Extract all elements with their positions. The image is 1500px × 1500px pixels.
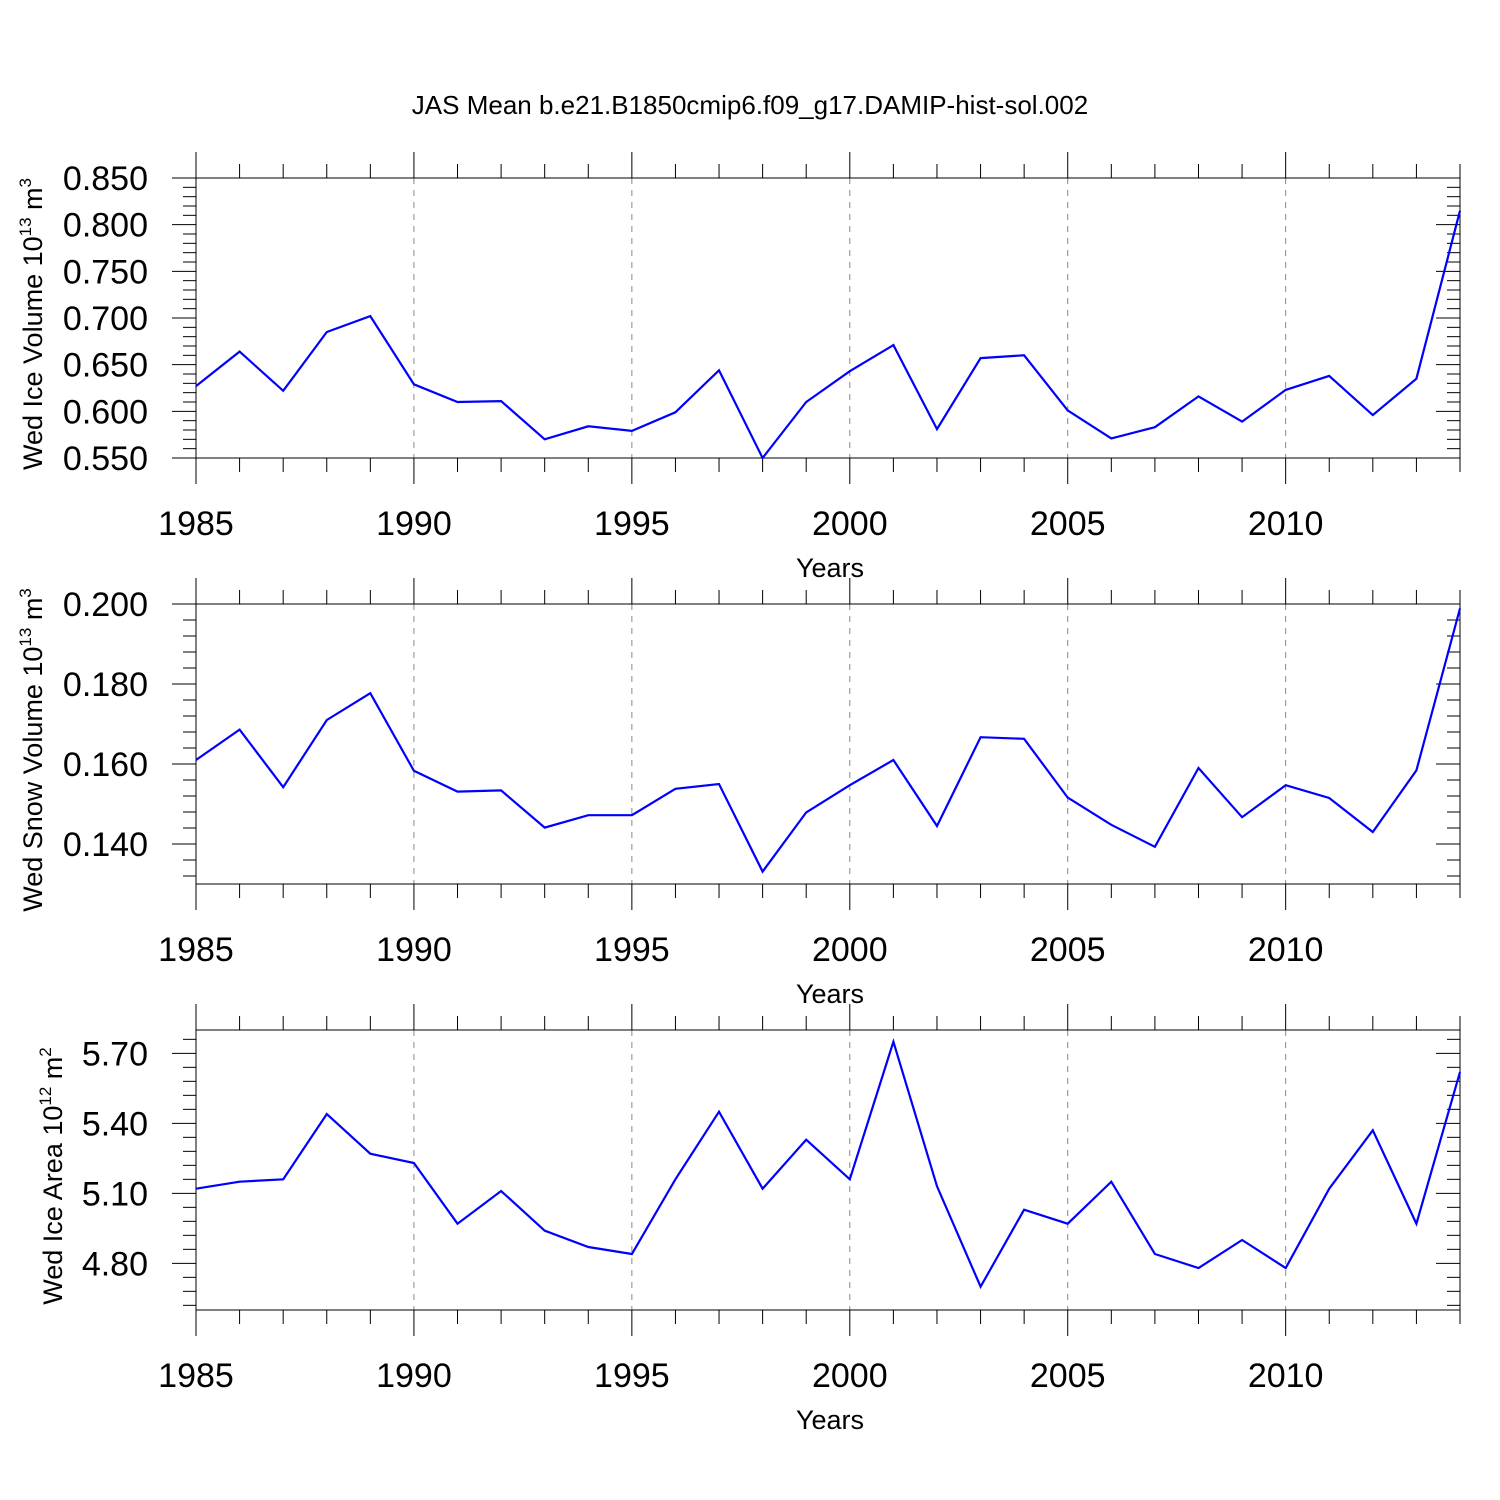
- x-tick-label: 1985: [158, 505, 234, 543]
- y-axis-label-unit: m: [18, 187, 48, 217]
- y-tick-label: 0.550: [63, 440, 148, 478]
- chart-panel-2: 0.140 0.160 0.180 0.200 1985 1990 1995 2000 2005…: [16, 578, 1462, 1009]
- y-tick-label: 0.700: [63, 300, 148, 338]
- x-tick-label: 1995: [594, 505, 670, 543]
- y-axis-label: Wed Ice Volume 1013 m3: [16, 178, 48, 470]
- x-tick-label: 2000: [812, 1357, 888, 1395]
- panels: 0.550 0.600 0.650 0.700 0.750 0.800 0.850 1985 1…: [16, 152, 1462, 1435]
- x-tick-label: 2010: [1248, 1357, 1324, 1395]
- x-tick-label: 1985: [158, 931, 234, 969]
- y-tick-label: 0.650: [63, 347, 148, 385]
- y-tick-label: 0.200: [63, 586, 148, 624]
- y-tick-label: 4.80: [82, 1245, 148, 1283]
- x-tick-label: 2010: [1248, 931, 1324, 969]
- x-tick-label: 1990: [376, 505, 452, 543]
- x-tick-label: 2005: [1030, 1357, 1106, 1395]
- y-axis-label-exponent: 12: [36, 1087, 55, 1106]
- plot-frame: [195, 1029, 1461, 1311]
- y-axis-label-main: Wed Snow Volume 10: [18, 647, 48, 912]
- y-tick-label: 0.800: [63, 207, 148, 245]
- y-axis-label-exponent: 13: [16, 217, 35, 236]
- x-axis-label: Years: [796, 553, 864, 583]
- x-axis-label: Years: [796, 979, 864, 1009]
- x-tick-label: 1990: [376, 931, 452, 969]
- y-axis-label-main: Wed Ice Volume 10: [18, 236, 48, 470]
- x-tick-label: 1990: [376, 1357, 452, 1395]
- plot-frame: [195, 603, 1461, 885]
- y-axis-label-unit: m: [18, 598, 48, 628]
- y-tick-label: 5.40: [82, 1105, 148, 1143]
- x-tick-label: 2005: [1030, 505, 1106, 543]
- series-line: [195, 1037, 1462, 1290]
- y-axis-label-unit-exponent: 3: [16, 178, 35, 187]
- y-tick-label: 0.180: [63, 666, 148, 704]
- x-tick-label: 2000: [812, 505, 888, 543]
- y-axis-label: Wed Snow Volume 1013 m3: [16, 588, 48, 912]
- y-tick-label: 5.10: [82, 1175, 148, 1213]
- y-tick-label: 0.750: [63, 253, 148, 291]
- figure-title: JAS Mean b.e21.B1850cmip6.f09_g17.DAMIP-…: [412, 90, 1088, 120]
- x-tick-label: 1995: [594, 1357, 670, 1395]
- y-tick-label: 0.160: [63, 746, 148, 784]
- chart-panel-3: 4.80 5.10 5.40 5.70 1985 1990 1995 2000 2005 2010…: [36, 1004, 1462, 1435]
- y-axis-label-unit-exponent: 2: [36, 1047, 55, 1056]
- y-tick-label: 0.600: [63, 393, 148, 431]
- chart-panel-1: 0.550 0.600 0.650 0.700 0.750 0.800 0.850 1985 1…: [16, 152, 1462, 583]
- x-tick-label: 1985: [158, 1357, 234, 1395]
- x-tick-label: 2005: [1030, 931, 1106, 969]
- y-tick-label: 0.140: [63, 826, 148, 864]
- y-axis-label-main: Wed Ice Area 10: [38, 1106, 68, 1305]
- y-axis-label-unit: m: [38, 1057, 68, 1087]
- series-line: [195, 608, 1462, 874]
- x-axis-label: Years: [796, 1405, 864, 1435]
- x-tick-label: 2000: [812, 931, 888, 969]
- y-axis-label-unit-exponent: 3: [16, 588, 35, 597]
- x-tick-label: 1995: [594, 931, 670, 969]
- series-line: [195, 210, 1462, 461]
- y-tick-label: 5.70: [82, 1035, 148, 1073]
- y-tick-label: 0.850: [63, 160, 148, 198]
- x-tick-label: 2010: [1248, 505, 1324, 543]
- y-axis-label: Wed Ice Area 1012 m2: [36, 1047, 68, 1305]
- y-axis-label-exponent: 13: [16, 628, 35, 647]
